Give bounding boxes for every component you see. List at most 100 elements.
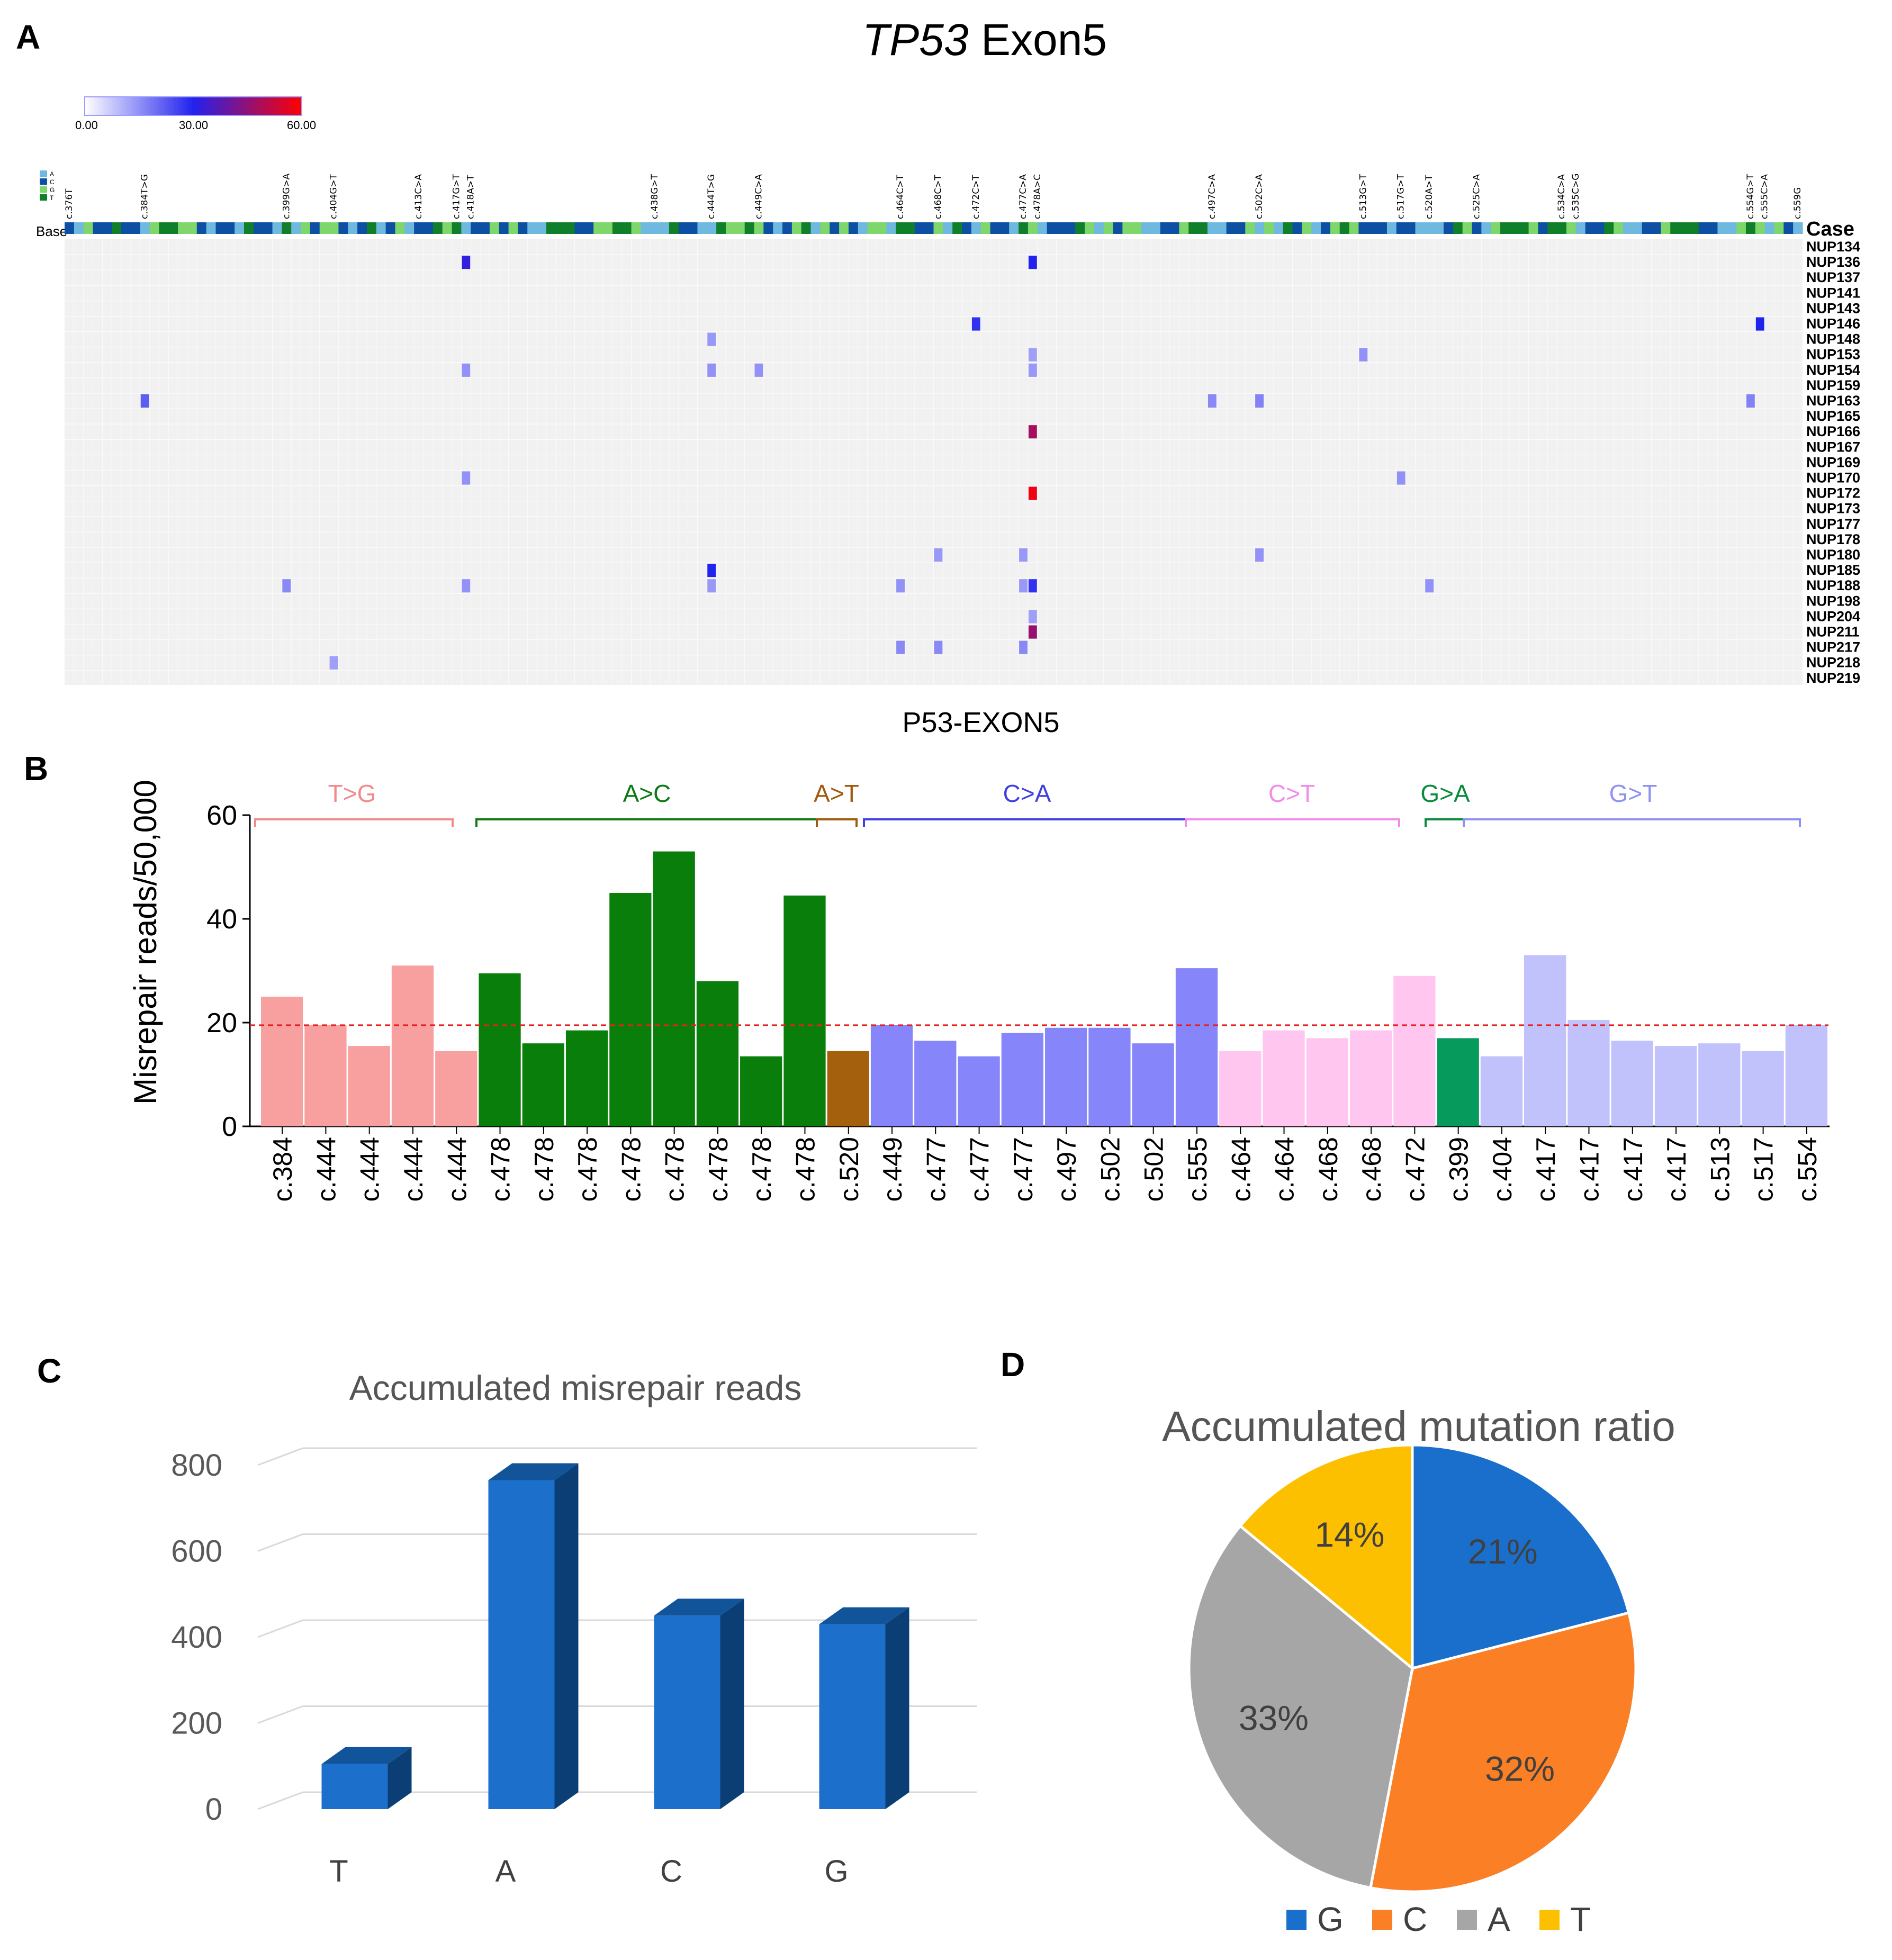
case-label: NUP159: [1806, 377, 1860, 393]
base-cell: [555, 222, 566, 234]
base-cell: [896, 222, 906, 234]
base-cell: [952, 222, 962, 234]
bar: [1219, 1051, 1262, 1126]
heatmap-cell: [1028, 256, 1037, 269]
case-label: NUP143: [1806, 300, 1860, 316]
base-cell: [971, 222, 981, 234]
base-cell: [924, 222, 934, 234]
legend-label: A: [1488, 1900, 1510, 1938]
bar: [1567, 1020, 1610, 1126]
heatmap-cell: [707, 564, 716, 577]
base-cell: [1519, 222, 1529, 234]
heatmap-cell: [462, 579, 471, 593]
base-cell: [83, 222, 94, 234]
pie-slice-label: 21%: [1468, 1532, 1538, 1571]
base-cell: [725, 222, 736, 234]
y-tick-label: 0: [222, 1112, 237, 1142]
heatmap-cell: [1359, 348, 1368, 362]
y-tick-label: 600: [171, 1534, 222, 1569]
base-cell: [1604, 222, 1614, 234]
grid-diagonal: [257, 1619, 303, 1638]
y-tick-label: 20: [206, 1008, 237, 1038]
base-cell: [385, 222, 396, 234]
mutation-label: c.438G>T: [650, 174, 660, 219]
base-cell: [291, 222, 301, 234]
base-cell: [1642, 222, 1652, 234]
base-cell: [593, 222, 603, 234]
base-cell: [1084, 222, 1095, 234]
bar: [1132, 1043, 1174, 1126]
base-cell: [612, 222, 623, 234]
legend-label: T: [1570, 1900, 1591, 1938]
mutation-label: c.497C>A: [1207, 174, 1218, 219]
x-tick-label: c.444: [442, 1137, 472, 1202]
base-cell: [546, 222, 556, 234]
group-label: G>T: [1609, 780, 1657, 807]
bar: [1480, 1056, 1523, 1126]
base-cell: [1680, 222, 1690, 234]
case-label: NUP166: [1806, 423, 1860, 439]
base-cell: [1160, 222, 1170, 234]
base-cell: [830, 222, 840, 234]
base-cell: [140, 222, 150, 234]
base-cell: [1179, 222, 1189, 234]
bar: [1349, 1030, 1392, 1126]
pie-slice: [1238, 1443, 1414, 1672]
base-cell: [329, 222, 339, 234]
base-row-label: Base: [36, 223, 67, 239]
case-label: NUP137: [1806, 269, 1860, 285]
base-cell: [660, 222, 670, 234]
heatmap-cell: [707, 579, 716, 593]
base-cell: [178, 222, 188, 234]
heatmap-cell: [934, 640, 943, 654]
panel-d: D Accumulated mutation ratio 21% 32% 33% 14…: [1001, 1345, 1675, 1938]
x-tick-label: C: [660, 1854, 682, 1889]
base-cell: [1273, 222, 1284, 234]
heatmap-cell: [462, 256, 471, 269]
base-cell: [159, 222, 169, 234]
y-tick-label: 0: [205, 1792, 222, 1827]
x-tick-label: c.404: [1488, 1137, 1517, 1202]
bar: [653, 851, 695, 1126]
base-legend-label: G: [50, 186, 55, 194]
bar: [1088, 1027, 1131, 1126]
base-cell: [1793, 222, 1803, 234]
base-cell: [603, 222, 613, 234]
base-cell: [631, 222, 641, 234]
base-cell: [1698, 222, 1709, 234]
base-cell: [366, 222, 377, 234]
base-cell: [1575, 222, 1586, 234]
base-cell: [414, 222, 424, 234]
x-tick-label: c.444: [355, 1137, 385, 1202]
bar: [1393, 976, 1436, 1126]
base-cell: [424, 222, 434, 234]
base-cell: [621, 222, 632, 234]
base-cell: [678, 222, 689, 234]
mutation-label: c.555C>A: [1760, 174, 1770, 219]
heatmap-cell: [282, 579, 291, 593]
bar: [565, 1030, 608, 1126]
x-tick-label: c.468: [1313, 1137, 1343, 1202]
base-cell: [905, 222, 915, 234]
base-cell: [537, 222, 547, 234]
case-label: NUP204: [1806, 608, 1860, 624]
base-cell: [999, 222, 1010, 234]
bar: [819, 1624, 886, 1809]
heatmap-cells: [140, 256, 1764, 670]
base-cell: [754, 222, 764, 234]
base-cell: [376, 222, 386, 234]
base-cell: [867, 222, 878, 234]
mutation-label: c.376T: [64, 188, 75, 219]
base-cell: [235, 222, 245, 234]
x-tick-label: c.502: [1095, 1137, 1125, 1202]
base-cell: [282, 222, 292, 234]
case-label: NUP170: [1806, 470, 1860, 486]
base-cell: [791, 222, 802, 234]
grid-diagonal: [257, 1705, 303, 1724]
heatmap-cell: [1028, 348, 1037, 362]
mutation-label: c.449C>A: [753, 174, 764, 219]
group-bracket: [1185, 818, 1400, 827]
x-tick-label: c.478: [529, 1137, 559, 1202]
base-cell: [215, 222, 226, 234]
